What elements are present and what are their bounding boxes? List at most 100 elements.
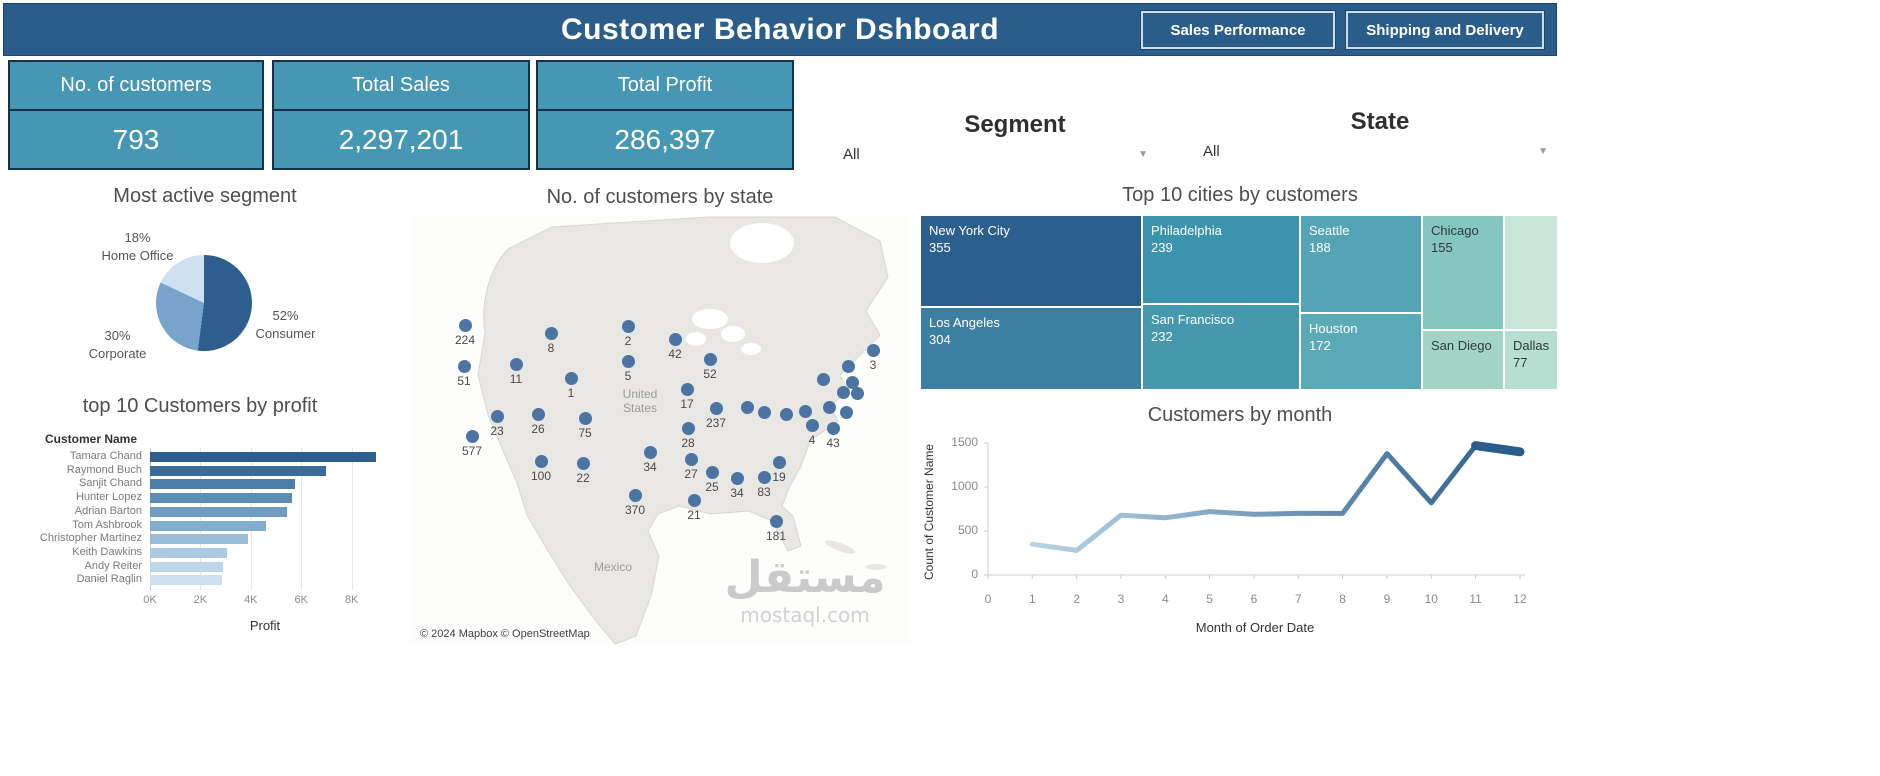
treemap-cell-unlabeled[interactable] [1504, 215, 1558, 330]
customers-line-series[interactable] [1029, 443, 1523, 553]
profit-bar[interactable] [150, 561, 223, 572]
state-dot[interactable] [845, 375, 859, 389]
state-dot[interactable] [826, 421, 840, 435]
state-dot[interactable] [757, 470, 771, 484]
segment-pie-chart[interactable] [156, 255, 252, 351]
state-dot[interactable] [465, 429, 479, 443]
state-dot[interactable] [703, 352, 717, 366]
state-count-label: 26 [531, 422, 545, 436]
treemap-cell-seattle[interactable]: Seattle 188 [1300, 215, 1422, 313]
state-dot[interactable] [740, 400, 754, 414]
state-dot[interactable] [668, 332, 682, 346]
state-dot[interactable] [836, 385, 850, 399]
state-dot[interactable] [531, 407, 545, 421]
treemap-cell-los-angeles[interactable]: Los Angeles 304 [920, 307, 1142, 390]
state-dot[interactable] [798, 404, 812, 418]
state-dot[interactable] [805, 418, 819, 432]
bar-category-label: Tom Ashbrook [72, 518, 142, 531]
state-dot[interactable] [757, 405, 771, 419]
segment-filter-dropdown[interactable]: All ▼ [843, 146, 1148, 163]
sales-performance-button[interactable]: Sales Performance [1141, 11, 1335, 49]
state-dot[interactable] [509, 357, 523, 371]
profit-bar[interactable] [150, 479, 296, 490]
profit-bar[interactable] [150, 452, 377, 462]
state-dot[interactable] [564, 371, 578, 385]
state-filter-dropdown[interactable]: All ▼ [1203, 143, 1548, 160]
profit-bar[interactable] [150, 534, 249, 545]
state-dot[interactable] [841, 359, 855, 373]
state-dot[interactable] [839, 405, 853, 419]
customers-by-state-map[interactable]: United States Mexico مستقل mostaql.com ©… [410, 215, 910, 645]
bar-axis-tick: 8K [344, 594, 359, 606]
profit-bar[interactable] [150, 547, 227, 558]
treemap-cell-dallas[interactable]: Dallas 77 [1504, 330, 1558, 390]
state-dot[interactable] [866, 343, 880, 357]
state-dot[interactable] [621, 354, 635, 368]
state-count-label: 34 [730, 486, 744, 500]
state-dot[interactable] [544, 326, 558, 340]
treemap-city-name: Los Angeles [929, 315, 1000, 330]
state-count-label: 2 [624, 334, 632, 348]
state-count-label: 5 [624, 369, 632, 383]
segment-filter-value: All [843, 146, 860, 163]
state-dot[interactable] [769, 514, 783, 528]
shipping-delivery-button[interactable]: Shipping and Delivery [1346, 11, 1544, 49]
line-x-tick: 2 [1073, 592, 1080, 606]
state-dot[interactable] [534, 454, 548, 468]
state-count-label: 21 [687, 508, 701, 522]
treemap-cell-philadelphia[interactable]: Philadelphia 239 [1142, 215, 1300, 304]
customers-by-month-line-chart[interactable] [960, 436, 1560, 621]
treemap-city-name: Seattle [1309, 223, 1350, 238]
state-dot[interactable] [687, 493, 701, 507]
state-dot[interactable] [458, 318, 472, 332]
state-count-label: 43 [826, 436, 840, 450]
kpi-label: No. of customers [10, 62, 262, 111]
state-dot[interactable] [621, 319, 635, 333]
profit-bar[interactable] [150, 493, 292, 504]
state-dot[interactable] [578, 411, 592, 425]
state-dot[interactable] [822, 400, 836, 414]
treemap-city-name: New York City [929, 223, 1010, 238]
treemap-city-value: 232 [1151, 329, 1173, 344]
bar-axis-tick: 4K [244, 594, 258, 606]
state-dot[interactable] [772, 455, 786, 469]
state-count-label: 83 [757, 485, 771, 499]
bar-axis-tick: 2K [193, 594, 208, 606]
state-dot[interactable] [680, 382, 694, 396]
treemap-city-name: Chicago [1431, 223, 1479, 238]
bar-category-label: Tamara Chand [69, 450, 142, 462]
state-dot[interactable] [490, 409, 504, 423]
treemap-cell-san-diego[interactable]: San Diego [1422, 330, 1504, 390]
profit-bar[interactable] [150, 506, 288, 517]
state-dot[interactable] [730, 471, 744, 485]
state-dot[interactable] [457, 359, 471, 373]
treemap-cell-new-york-city[interactable]: New York City 355 [920, 215, 1142, 307]
pie-pct: 52% [272, 308, 299, 323]
state-dot[interactable] [779, 407, 793, 421]
dashboard: Customer Behavior Dshboard Sales Perform… [3, 3, 1560, 645]
state-dot[interactable] [684, 452, 698, 466]
bar-column-header: Customer Name [45, 432, 138, 446]
line-chart-title: Customers by month [1147, 404, 1333, 426]
line-x-axis-label: Month of Order Date [1195, 620, 1315, 635]
state-dot[interactable] [681, 421, 695, 435]
kpi-card-total-profit: Total Profit 286,397 [536, 60, 794, 170]
line-chart-svg [984, 441, 1525, 579]
state-dot[interactable] [816, 372, 830, 386]
bar-gridline [150, 448, 151, 590]
state-dot[interactable] [643, 445, 657, 459]
profit-bar[interactable] [150, 575, 223, 586]
pie-slice-name: Home Office [101, 248, 174, 263]
state-dot[interactable] [576, 456, 590, 470]
profit-bar[interactable] [150, 465, 326, 476]
state-dot[interactable] [709, 401, 723, 415]
state-dot[interactable] [628, 488, 642, 502]
line-x-tick: 3 [1117, 592, 1125, 606]
state-dot[interactable] [705, 465, 719, 479]
profit-bar[interactable] [150, 520, 266, 531]
treemap-cell-san-francisco[interactable]: San Francisco 232 [1142, 304, 1300, 390]
treemap-cell-houston[interactable]: Houston 172 [1300, 313, 1422, 390]
state-dot[interactable] [850, 386, 864, 400]
state-count-label: 51 [457, 374, 471, 388]
treemap-cell-chicago[interactable]: Chicago 155 [1422, 215, 1504, 330]
